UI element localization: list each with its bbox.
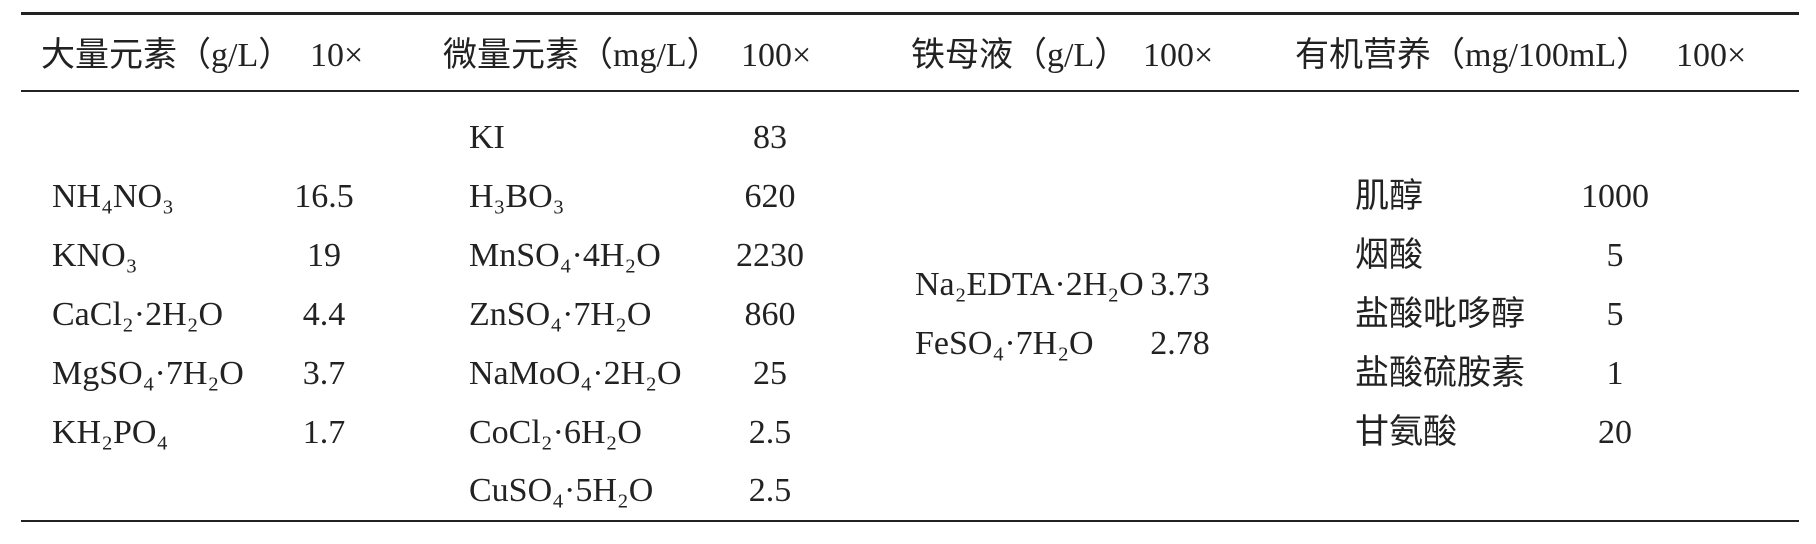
- item-amount: 2230: [736, 236, 804, 274]
- item-amount: 1000: [1581, 177, 1649, 215]
- column-header: 微量元素（mg/L）: [443, 37, 721, 74]
- column-factor: 100×: [1676, 37, 1747, 74]
- item-amount: 2.5: [748, 472, 792, 510]
- item-amount: 1.7: [302, 413, 346, 451]
- item-amount: 16.5: [294, 177, 354, 215]
- top-rule: [21, 12, 1799, 15]
- item-name: Na₂EDTA·2H₂O: [915, 266, 1144, 304]
- column-header: 大量元素（g/L）: [41, 37, 293, 74]
- column-header: 有机营养（mg/100mL）: [1295, 37, 1651, 74]
- item-amount: 2.78: [1150, 325, 1210, 363]
- item-name: 烟酸: [1355, 236, 1423, 274]
- item-name: 肌醇: [1355, 177, 1423, 215]
- item-amount: 4.4: [302, 295, 346, 333]
- column-factor: 10×: [310, 37, 364, 74]
- item-name: KH₂PO₄: [52, 413, 169, 451]
- item-name: KNO₃: [52, 236, 138, 274]
- item-amount: 3.7: [302, 354, 346, 392]
- item-amount: 2.5: [748, 413, 792, 451]
- item-name: MnSO₄·4H₂O: [469, 236, 661, 274]
- item-amount: 860: [744, 295, 796, 333]
- item-amount: 20: [1598, 413, 1632, 451]
- item-amount: 620: [744, 177, 796, 215]
- item-name: H₃BO₃: [469, 177, 565, 215]
- item-name: 甘氨酸: [1355, 413, 1457, 451]
- item-name: CaCl₂·2H₂O: [52, 295, 224, 333]
- item-amount: 25: [753, 354, 787, 392]
- item-amount: 83: [753, 119, 787, 156]
- item-amount: 1: [1606, 354, 1624, 392]
- item-name: CuSO₄·5H₂O: [469, 472, 654, 510]
- item-amount: 3.73: [1150, 266, 1210, 304]
- item-amount: 5: [1606, 295, 1624, 333]
- item-amount: 5: [1606, 236, 1624, 274]
- item-name: KI: [469, 119, 505, 156]
- header-rule: [21, 90, 1799, 92]
- bottom-rule: [21, 520, 1799, 522]
- item-name: FeSO₄·7H₂O: [915, 325, 1094, 363]
- column-factor: 100×: [1143, 37, 1214, 74]
- item-amount: 19: [307, 236, 341, 274]
- item-name: 盐酸吡哆醇: [1355, 295, 1525, 333]
- item-name: CoCl₂·6H₂O: [469, 413, 642, 451]
- column-header: 铁母液（g/L）: [911, 37, 1129, 74]
- item-name: MgSO₄·7H₂O: [52, 354, 244, 392]
- column-factor: 100×: [741, 37, 812, 74]
- item-name: NH₄NO₃: [52, 177, 174, 215]
- item-name: ZnSO₄·7H₂O: [469, 295, 652, 333]
- item-name: NaMoO₄·2H₂O: [469, 354, 682, 392]
- item-name: 盐酸硫胺素: [1355, 354, 1525, 392]
